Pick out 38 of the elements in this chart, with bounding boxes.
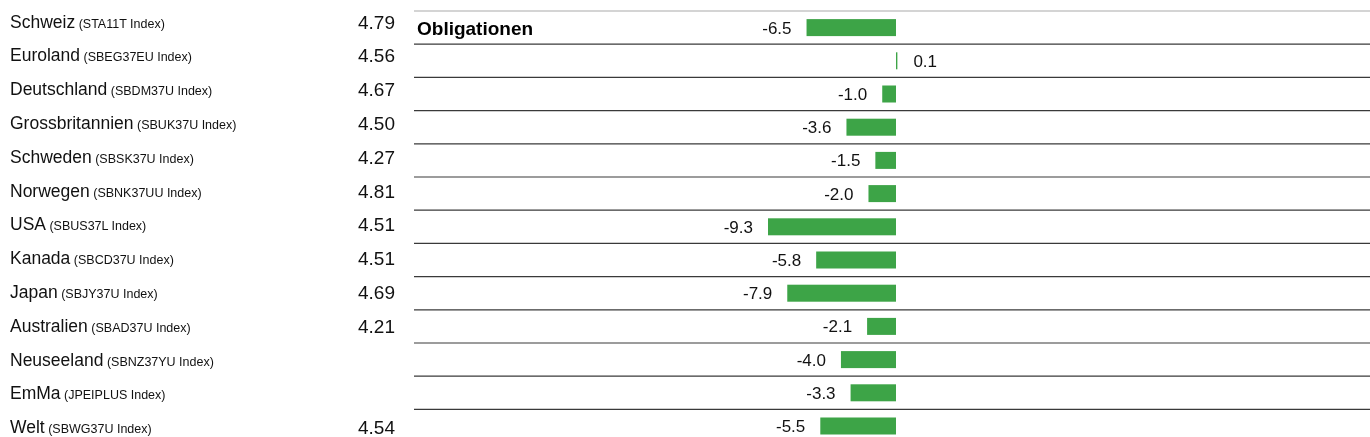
y-tick-label: Euroland (SBEG37EU Index) xyxy=(10,45,192,66)
data-label: -2.1 xyxy=(822,317,853,337)
y2-tick-label: 4.79 xyxy=(358,11,395,33)
data-label: 0.1 xyxy=(913,51,938,71)
data-label: -7.9 xyxy=(742,284,773,304)
y-tick-label: Neuseeland (SBNZ37YU Index) xyxy=(10,349,214,370)
data-label: -3.3 xyxy=(806,383,836,403)
y-tick-label: EmMa (JPEIPLUS Index) xyxy=(10,383,166,404)
data-label: -3.6 xyxy=(802,118,832,138)
y2-tick-label: 4.51 xyxy=(358,248,395,270)
y-tick-label: Norwegen (SBNK37UU Index) xyxy=(10,180,202,201)
y2-tick-label: 4.81 xyxy=(358,180,395,202)
data-label: -1.5 xyxy=(831,151,861,171)
y2-tick-label: 4.21 xyxy=(358,315,395,337)
data-label: -6.5 xyxy=(762,18,792,38)
y-tick-label: Grossbritannien (SBUK37U Index) xyxy=(10,113,237,133)
y-tick-label: Deutschland (SBDM37U Index) xyxy=(10,79,213,100)
text: Obligationen xyxy=(417,17,534,39)
y2-tick-label: 4.50 xyxy=(358,113,395,135)
y-tick-label: Kanada (SBCD37U Index) xyxy=(10,248,174,269)
y-tick-label: Schweden (SBSK37U Index) xyxy=(10,146,194,167)
y2-tick-label: 4.27 xyxy=(358,146,395,168)
y-tick-label: Welt (SBWG37U Index) xyxy=(10,417,152,437)
y-tick-label: USA (SBUS37L Index) xyxy=(10,214,147,235)
y2-tick-label: 4.51 xyxy=(358,214,395,236)
y2-tick-label: 4.56 xyxy=(358,45,395,67)
data-label: -5.8 xyxy=(771,250,802,270)
data-label: -4.0 xyxy=(796,350,826,370)
y-tick-label: Australien (SBAD37U Index) xyxy=(10,315,191,336)
data-label: -9.3 xyxy=(723,217,753,237)
y2-tick-label: 4.54 xyxy=(358,417,396,437)
y2-tick-label: 4.69 xyxy=(358,282,395,304)
data-label: -1.0 xyxy=(837,84,868,104)
data-label: -2.0 xyxy=(824,184,854,204)
y-tick-label: Japan (SBJY37U Index) xyxy=(10,282,158,302)
y-tick-label: Schweiz (STA11T Index) xyxy=(10,11,165,32)
y2-tick-label: 4.67 xyxy=(358,79,395,101)
data-label: -5.5 xyxy=(776,416,806,436)
